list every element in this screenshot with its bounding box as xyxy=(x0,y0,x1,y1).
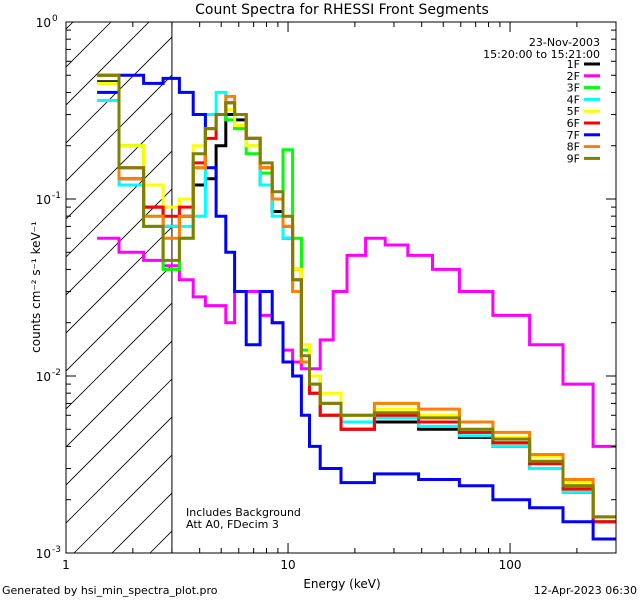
x-axis-label: Energy (keV) xyxy=(303,577,380,591)
series-line-7F xyxy=(97,73,616,541)
hatch-line xyxy=(66,188,172,296)
hatch-line xyxy=(340,0,640,553)
legend-label-3F: 3F xyxy=(567,82,580,95)
hatch-line xyxy=(66,226,172,334)
hatch-line xyxy=(66,150,172,258)
legend-label-6F: 6F xyxy=(567,117,580,130)
x-tick-label: 10 xyxy=(280,558,295,572)
hatch-line xyxy=(416,0,640,553)
y-axis-label: counts cm⁻² s⁻¹ keV⁻¹ xyxy=(29,221,43,353)
legend-label-8F: 8F xyxy=(567,141,580,154)
hatch-line xyxy=(530,0,640,553)
hatch-line xyxy=(111,492,172,553)
attenuator-note: Att A0, FDecim 3 xyxy=(186,518,279,531)
y-tick-label: 10 xyxy=(36,370,51,384)
x-tick-label: 1 xyxy=(62,558,70,572)
hatch-line xyxy=(66,302,172,410)
hatch-line xyxy=(66,22,74,30)
series-layer xyxy=(97,73,616,541)
background-note: Includes Background xyxy=(186,506,301,519)
footer-generated-by: Generated by hsi_min_spectra_plot.pro xyxy=(2,584,218,597)
hatch-line xyxy=(66,416,172,524)
legend-label-1F: 1F xyxy=(567,58,580,71)
legend-label-4F: 4F xyxy=(567,93,580,106)
axis-ticks xyxy=(65,21,617,554)
hatch-line xyxy=(66,22,150,106)
time-range-label: 15:20:00 to 15:21:00 xyxy=(483,48,600,61)
hatch-line xyxy=(66,112,172,220)
excluded-range-hatch xyxy=(66,0,640,553)
y-tick-label: 10 xyxy=(36,547,51,561)
legend-label-7F: 7F xyxy=(567,129,580,142)
chart-title: Count Spectra for RHESSI Front Segments xyxy=(195,2,489,18)
hatch-line xyxy=(66,378,172,486)
y-tick-label: 10 xyxy=(36,16,51,30)
hatch-line xyxy=(454,0,640,553)
y-tick-exponent: -1 xyxy=(52,191,61,201)
series-line-8F xyxy=(97,73,616,519)
series-line-9F xyxy=(97,73,616,519)
plot-frame xyxy=(65,21,617,554)
y-tick-exponent: -2 xyxy=(52,368,61,378)
x-tick-label: 100 xyxy=(499,558,522,572)
hatch-line xyxy=(606,0,640,553)
hatch-line xyxy=(264,0,640,553)
date-label: 23-Nov-2003 xyxy=(529,36,600,49)
legend-label-2F: 2F xyxy=(567,70,580,83)
legend-label-9F: 9F xyxy=(567,152,580,165)
hatch-line xyxy=(66,22,112,68)
y-tick-exponent: -3 xyxy=(52,545,61,555)
y-tick-exponent: 0 xyxy=(52,14,58,24)
hatch-line xyxy=(378,0,640,553)
hatch-line xyxy=(66,264,172,372)
hatch-line xyxy=(66,36,172,144)
footer-timestamp: 12-Apr-2023 06:30 xyxy=(534,584,637,597)
hatch-line xyxy=(302,0,640,553)
y-tick-label: 10 xyxy=(36,193,51,207)
legend-label-5F: 5F xyxy=(567,105,580,118)
series-line-5F xyxy=(97,81,616,519)
